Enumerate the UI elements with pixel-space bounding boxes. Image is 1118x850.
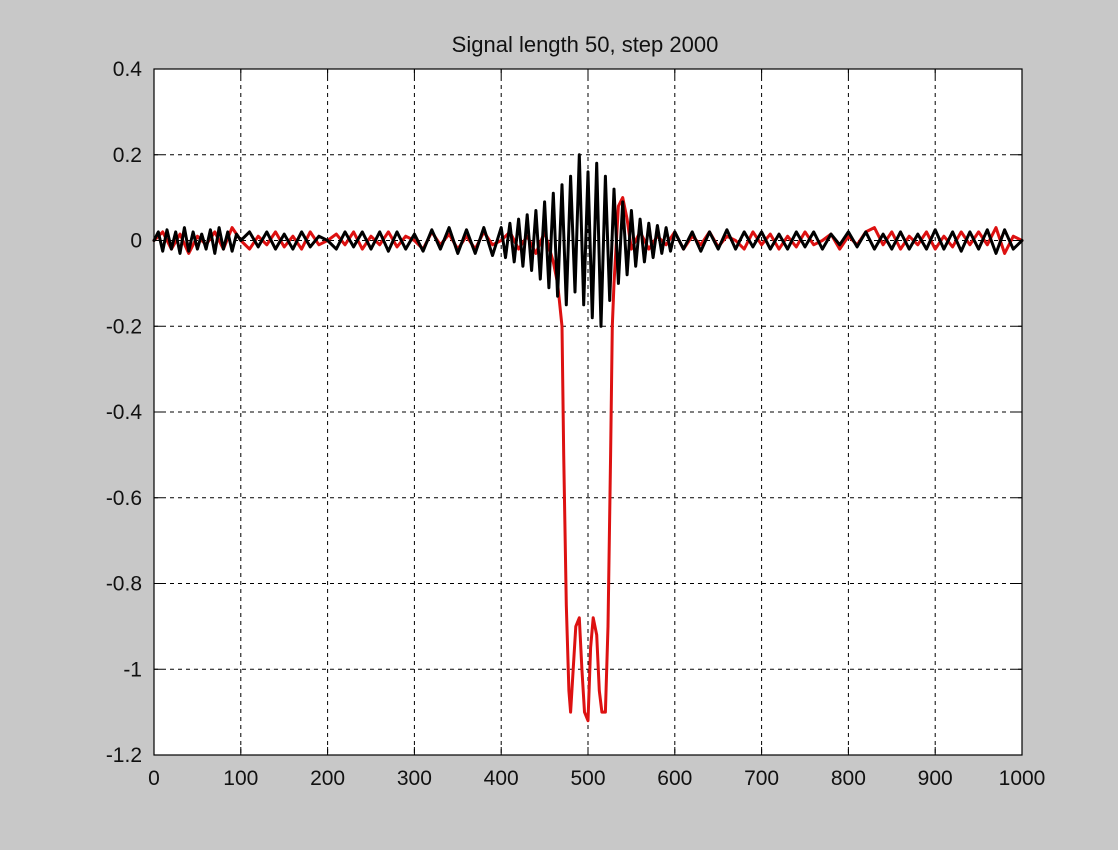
series-line-2 xyxy=(152,153,1024,328)
y-tick-label: -0.2 xyxy=(106,315,142,338)
x-tick-label: 500 xyxy=(570,767,605,790)
y-tick-label: 0.2 xyxy=(113,144,142,167)
x-tick-label: 700 xyxy=(744,767,779,790)
x-tick-label: 800 xyxy=(831,767,866,790)
y-tick-label: -1.2 xyxy=(106,744,142,767)
x-tick-label: 0 xyxy=(148,767,160,790)
x-tick-label: 1000 xyxy=(999,767,1046,790)
x-tick-label: 300 xyxy=(397,767,432,790)
data-series xyxy=(152,153,1024,723)
x-tick-label: 100 xyxy=(223,767,258,790)
y-tick-label: 0.4 xyxy=(113,58,143,81)
y-tick-label: -0.6 xyxy=(106,487,142,510)
y-tick-label: -0.8 xyxy=(106,573,142,596)
x-tick-label: 200 xyxy=(310,767,345,790)
chart-title: Signal length 50, step 2000 xyxy=(452,32,719,57)
axis-ticks: 0 100 200 300 400 500 600 700 800 900 10000.40.20-… xyxy=(106,58,1046,790)
x-tick-label: 600 xyxy=(657,767,692,790)
x-tick-label: 400 xyxy=(484,767,519,790)
y-tick-label: -1 xyxy=(123,658,142,681)
x-tick-label: 900 xyxy=(918,767,953,790)
y-tick-label: 0 xyxy=(130,230,142,253)
y-tick-label: -0.4 xyxy=(106,401,143,424)
